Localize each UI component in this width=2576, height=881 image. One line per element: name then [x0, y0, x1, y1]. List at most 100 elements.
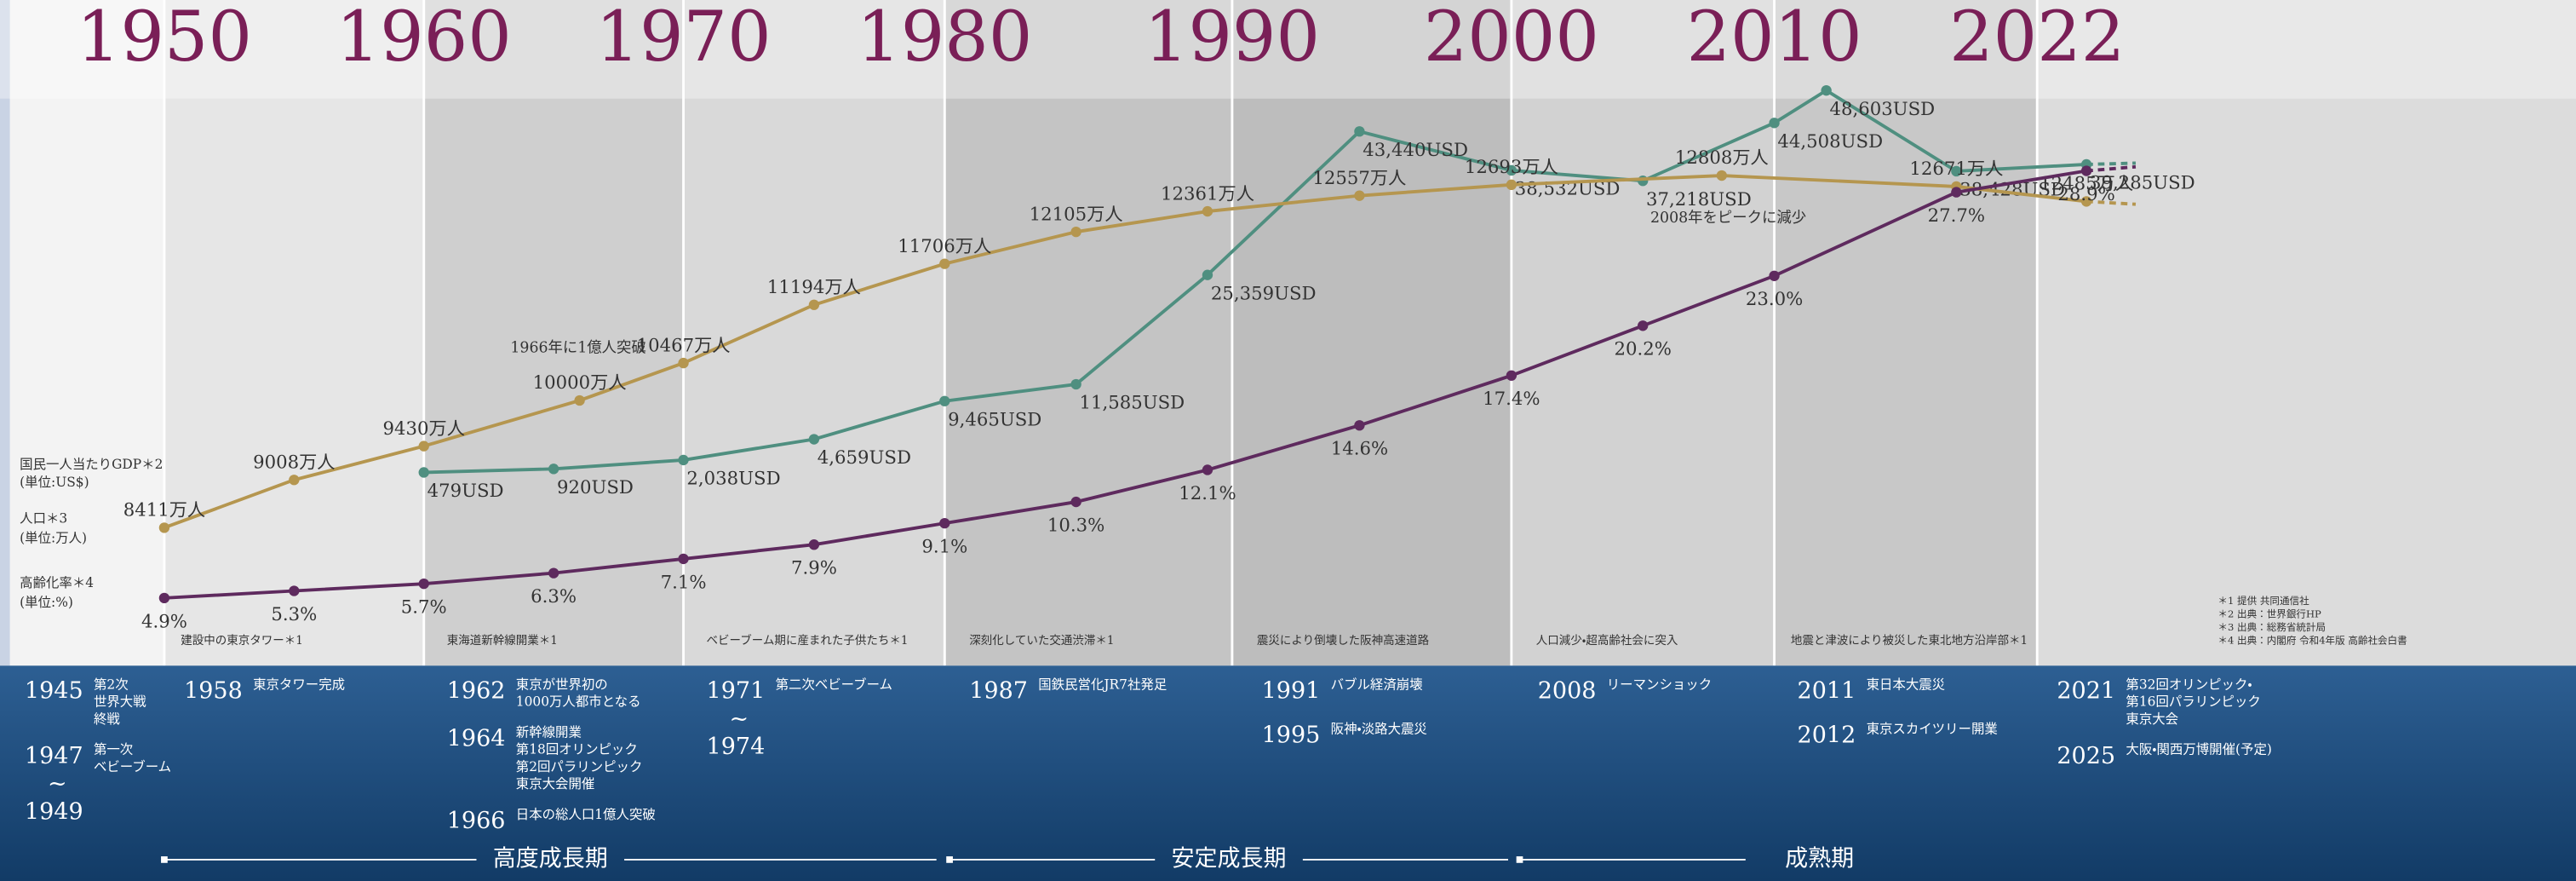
event-year: 2008 [1538, 678, 1597, 705]
event-year: 1966 [447, 808, 506, 834]
data-point [809, 300, 819, 310]
page: {"chart_data": {"type": "line", "xticks"… [0, 0, 2576, 881]
era-label: 成熟期 [1785, 845, 1854, 872]
data-point [289, 585, 299, 596]
data-point [939, 396, 950, 406]
data-point [1769, 118, 1779, 128]
decade-label: 2000 [1424, 0, 1599, 78]
data-point [548, 567, 559, 578]
source-note: ＊1 提供 共同通信社 [2217, 595, 2309, 607]
data-point [809, 434, 819, 444]
data-point [809, 539, 819, 550]
data-point [1070, 379, 1081, 389]
event-text: バブル経済崩壊 [1331, 676, 1423, 692]
data-label: 48,603USD [1829, 99, 1935, 120]
decade-label: 2022 [1949, 0, 2125, 78]
annotation: 2008年をピークに減少 [1650, 210, 1806, 227]
photo-column [2037, 0, 2576, 665]
data-label: 920USD [557, 477, 634, 498]
era-end [946, 856, 953, 863]
data-label: 44,508USD [1777, 131, 1883, 153]
photo-caption: 人口減少・超高齢社会に突入 [1536, 633, 1678, 648]
decade-label: 1990 [1145, 0, 1320, 78]
data-label: 17.4% [1483, 389, 1540, 410]
era-end [1517, 856, 1523, 863]
data-label: 12361万人 [1161, 183, 1254, 204]
event-year: 1964 [447, 726, 506, 752]
data-point [419, 467, 429, 477]
data-label: 43,440USD [1363, 140, 1468, 161]
event-year: 1958 [184, 678, 243, 705]
data-label: 4.9% [141, 611, 187, 632]
data-label: 4,659USD [818, 447, 911, 469]
data-point [574, 395, 584, 406]
event-year: ~ [730, 705, 749, 732]
data-label: 27.7% [1928, 205, 1985, 227]
data-label: 12693万人 [1465, 157, 1558, 178]
event-year: 2012 [1798, 723, 1856, 749]
event-text: 東京タワー完成 [253, 677, 345, 692]
data-point [1202, 206, 1213, 216]
data-label: 12105万人 [1030, 204, 1123, 225]
photo-caption: 深刻化していた交通渋滞＊1 [969, 634, 1114, 648]
data-label: 5.3% [271, 604, 317, 625]
photo-column [164, 0, 424, 665]
source-note: ＊2 出典：世界銀行HP [2217, 607, 2321, 619]
data-label: 12671万人 [1909, 158, 2003, 180]
legend-label: 国民一人当たりGDP＊2 [20, 457, 163, 472]
annotation: 1966年に1億人突破 [510, 339, 645, 356]
data-label: 9.1% [921, 537, 967, 558]
event-year: 1949 [25, 798, 83, 825]
data-point [1354, 190, 1364, 200]
data-label: 9008万人 [253, 452, 335, 473]
event-text: 第一次 [94, 742, 133, 757]
data-label: 11706万人 [898, 236, 991, 257]
data-point [2081, 165, 2091, 176]
photo-column [1512, 0, 1775, 665]
photo-caption: 地震と津波により被災した東北地方沿岸部＊1 [1791, 634, 2028, 648]
data-label: 20.2% [1614, 339, 1671, 360]
data-point [678, 554, 688, 564]
data-point [548, 464, 559, 474]
era-end [161, 856, 168, 863]
data-label: 10.3% [1047, 515, 1104, 537]
data-label: 10000万人 [533, 372, 627, 394]
event-text: 世界大戦 [94, 694, 146, 710]
event-text: 東京大会 [2126, 711, 2178, 727]
data-label: 479USD [427, 481, 504, 502]
photo-column [944, 0, 1232, 665]
event-text: 1000万人都市となる [516, 694, 641, 710]
event-text: 東京が世界初の [516, 677, 608, 692]
data-point [159, 522, 169, 533]
data-point [1202, 464, 1213, 475]
source-note: ＊4 出典：内閣府 令和4年版 高齢社会白書 [2217, 634, 2407, 646]
data-point [419, 440, 429, 451]
data-point [678, 455, 688, 465]
decade-label: 1970 [595, 0, 771, 78]
data-label: 37,218USD [1646, 189, 1752, 210]
data-label: 10467万人 [637, 335, 731, 356]
data-point [678, 358, 688, 368]
event-text: 第18回オリンピック [516, 742, 638, 757]
data-label: 6.3% [531, 586, 577, 607]
data-point [939, 518, 950, 528]
data-point [159, 593, 169, 603]
decade-label: 1950 [77, 0, 252, 78]
event-text: 第16回パラリンピック [2126, 694, 2260, 710]
data-label: 7.1% [661, 572, 707, 593]
decade-label: 1980 [857, 0, 1032, 78]
data-label: 11194万人 [767, 277, 861, 298]
event-text: 東日本大震災 [1867, 677, 1946, 692]
legend-unit: (単位:万人) [20, 531, 87, 546]
photo-caption: ベビーブーム期に産まれた子供たち＊1 [707, 633, 909, 648]
data-point [1354, 420, 1364, 430]
event-year: 1995 [1262, 723, 1321, 749]
event-text: 第2回パラリンピック [516, 759, 643, 774]
decade-label: 1960 [336, 0, 512, 78]
event-text: 大阪・関西万博開催(予定) [2126, 742, 2272, 757]
data-point [419, 579, 429, 589]
data-point [1070, 497, 1081, 507]
data-label: 12.1% [1179, 483, 1236, 504]
photo-caption: 建設中の東京タワー＊1 [181, 634, 303, 648]
data-point [1506, 371, 1517, 381]
